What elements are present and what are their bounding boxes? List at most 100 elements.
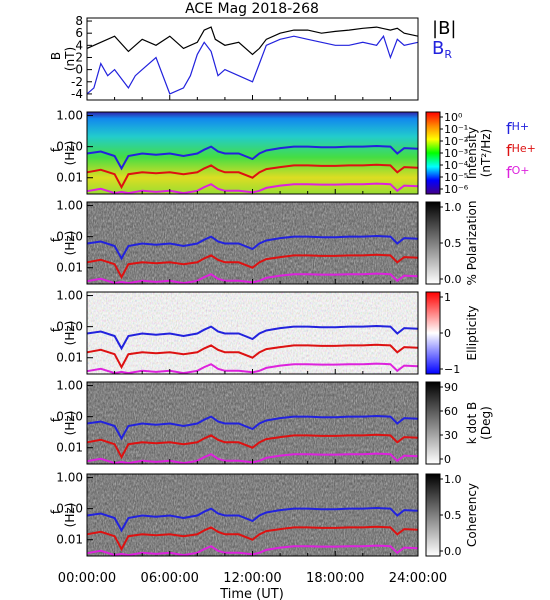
y-tick-label: 1.00 [56,289,83,303]
y-axis-unit: (Hz) [63,503,77,528]
y-tick-label: 0.10 [56,320,83,334]
gyrofrequency-curve-Hplus [86,144,419,171]
y-axis-label: f [49,417,63,422]
y-tick-label: 0 [75,63,83,77]
panel-4: f (Hz) 1.00 0.10 0.01 1 0 −1 Ellipticity [49,289,479,376]
colorbar-tick-label: 60 [444,405,458,418]
y-tick-label: 1.00 [56,109,83,123]
gyrofrequency-label: fO+ [506,163,530,182]
y-axis-unit: (Hz) [63,231,77,256]
gyrofrequency-curve-Hplus [86,414,419,441]
y-tick-label: 0.01 [56,171,83,185]
y-tick-label: 0.01 [56,261,83,275]
colorbar-label: Ellipticity [465,306,479,361]
gyrofrequency-curve-Oplus [86,452,419,465]
y-tick-label: 0.01 [56,351,83,365]
colorbar-label: % Polarization [465,201,479,286]
gyrofrequency-curve-Heplus [86,253,419,280]
panel-5: f (Hz) 1.00 0.10 0.01 90 60 30 0 k dot B (Deg) [49,379,493,466]
series-line-B_total [86,26,419,56]
y-tick-label: 1.00 [56,379,83,393]
gyrofrequency-label: fH+ [506,119,529,138]
spectrogram-texture [87,474,418,556]
colorbar-unit: (nT²/Hz) [479,129,493,177]
panel-frame [86,17,419,101]
x-tick-label: 06:00:00 [141,571,199,586]
panel-3: f (Hz) 1.00 0.10 0.01 1.0 0.5 0.0% Polarization [49,199,479,286]
gyrofrequency-curve-Heplus [86,163,419,190]
series-line-B_R [86,34,419,95]
gyrofrequency-curve-Hplus [86,506,419,533]
y-tick-label: 2 [75,50,83,64]
colorbar [425,111,441,195]
y-axis-unit: (Hz) [63,141,77,166]
y-axis-label: B [49,52,63,60]
gyrofrequency-curve-Oplus [86,544,419,557]
spectrogram-texture [87,202,418,284]
y-tick-label: 1.00 [56,199,83,213]
colorbar-tick-label: 1.0 [444,473,462,486]
gyrofrequency-curve-Oplus [86,272,419,285]
colorbar-label: Coherency [465,483,479,547]
gyrofrequency-curve-Oplus [86,362,419,375]
colorbar-tick-label: 0.5 [444,509,462,522]
gyrofrequency-curve-Oplus [86,182,419,195]
y-axis-label: f [49,509,63,514]
y-tick-label: 4 [75,38,83,52]
y-tick-label: -4 [71,87,83,101]
gyrofrequency-curve-Heplus [86,525,419,552]
colorbar-tick-label: 0.5 [444,237,462,250]
y-tick-label: 0.01 [56,533,83,547]
spectrogram-texture [87,292,418,374]
y-axis-label: f [49,147,63,152]
y-tick-label: 0.10 [56,410,83,424]
colorbar-tick-label: 0.0 [444,545,462,558]
colorbar-tick-label: −1 [444,363,460,376]
colorbar-tick-label: 10⁻¹ [444,123,468,136]
x-axis-label: Time (UT) [219,587,284,600]
x-tick-label: 00:00:00 [58,571,116,586]
panel-2: f (Hz) 1.00 0.10 0.01 10⁰10⁻¹10⁻²10⁻³10⁻⁴10⁻⁵… [49,109,536,196]
x-tick-label: 12:00:00 [223,571,281,586]
colorbar-tick-label: 10⁻² [444,135,468,148]
y-axis-unit: (Hz) [63,321,77,346]
colorbar-tick-label: 10⁻⁶ [444,183,469,196]
colorbar-tick-label: 0 [444,327,451,340]
y-axis-unit: (nT) [63,47,77,71]
y-tick-label: 0.10 [56,502,83,516]
colorbar-tick-label: 10⁻⁵ [444,171,468,184]
colorbar-tick-label: 0.0 [444,273,462,286]
y-tick-label: 0.01 [56,441,83,455]
gyrofrequency-label: fHe+ [506,141,536,160]
gyrofrequency-curve-Hplus [86,324,419,351]
colorbar-tick-label: 10⁻⁴ [444,159,469,172]
colorbar-tick-label: 30 [444,429,458,442]
x-tick-label: 18:00:00 [306,571,364,586]
y-tick-label: 8 [75,14,83,28]
y-tick-label: 0.10 [56,230,83,244]
colorbar-tick-label: 0 [444,453,451,466]
spectrogram-texture [87,382,418,464]
y-tick-label: 6 [75,26,83,40]
y-axis-label: f [49,237,63,242]
colorbar-tick-label: 10⁻³ [444,147,468,160]
colorbar-tick-label: 10⁰ [444,111,463,124]
x-axis: 00:00:00 06:00:00 12:00:00 18:00:00 24:00:00 [58,571,447,586]
x-tick-label: 24:00:00 [389,571,447,586]
colorbar-label: k dot B [465,402,479,444]
y-axis-label: f [49,327,63,332]
colorbar [425,201,441,285]
chart-title: ACE Mag 2018-268 [185,1,319,17]
legend-entry: |B| [432,18,456,39]
gyrofrequency-curve-Heplus [86,343,419,370]
gyrofrequency-curve-Hplus [86,234,419,261]
colorbar-label: Intensity [465,127,479,179]
colorbar-tick-label: 1.0 [444,201,462,214]
colorbar-unit: (Deg) [479,406,493,440]
y-tick-label: 0.10 [56,140,83,154]
colorbar [425,291,441,375]
